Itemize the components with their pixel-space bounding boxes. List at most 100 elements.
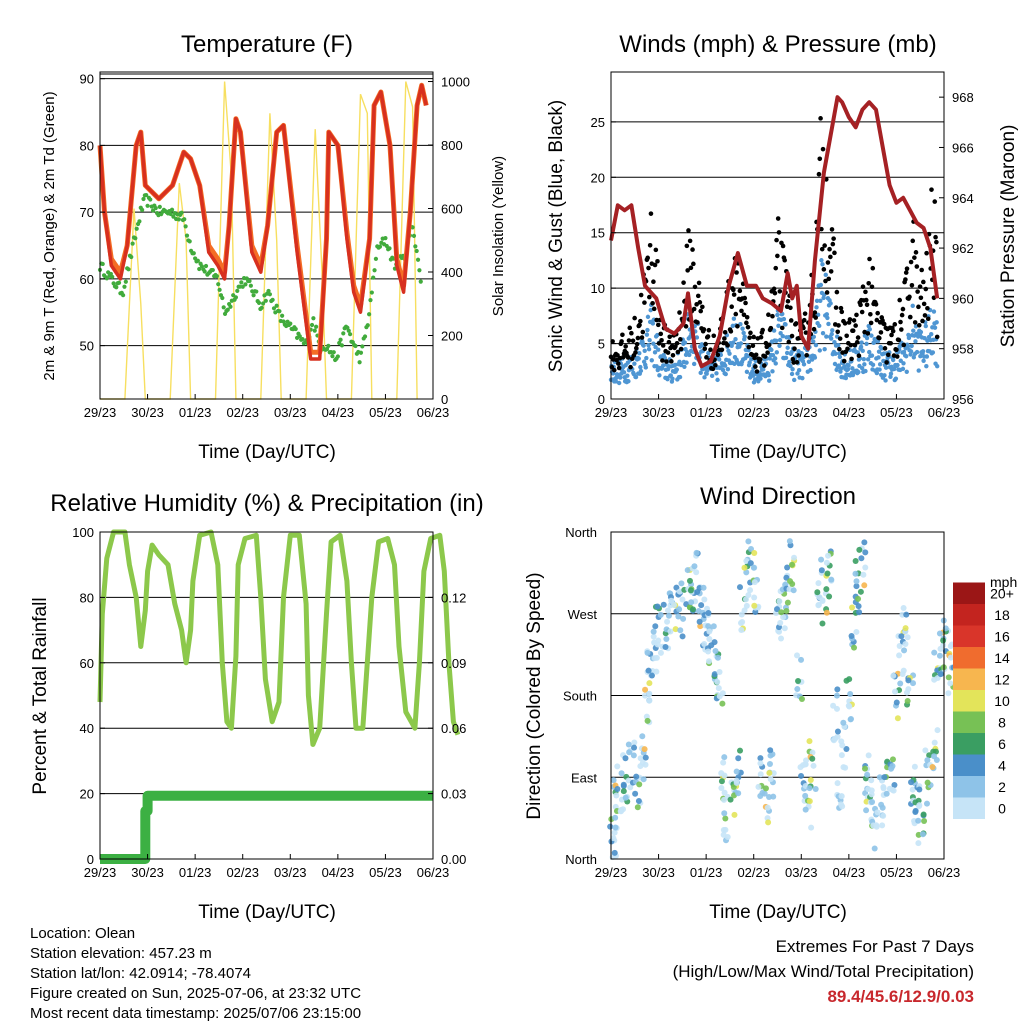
wind-marker [874, 370, 880, 376]
gust-marker [696, 280, 702, 286]
wind-marker [859, 340, 864, 345]
direction-marker [848, 715, 855, 722]
y-tick-label: South [563, 689, 597, 704]
dewpoint-marker [157, 204, 162, 209]
gust-marker [904, 266, 910, 271]
gust-marker [739, 308, 744, 314]
direction-marker [665, 607, 672, 614]
direction-marker [687, 587, 694, 594]
colorbar-swatch [953, 647, 985, 669]
direction-marker [934, 727, 941, 734]
y-tick-label: 0 [441, 392, 448, 407]
y-tick-label: 20 [80, 787, 94, 802]
gust-marker [782, 257, 788, 263]
direction-marker [904, 697, 911, 704]
gust-marker [658, 331, 664, 337]
direction-marker [853, 578, 860, 585]
direction-marker [743, 596, 750, 603]
direction-marker [809, 755, 816, 762]
direction-marker [881, 774, 888, 781]
x-tick-label: 01/23 [690, 865, 723, 880]
humidity-x-label: Time (Day/UTC) [198, 902, 336, 923]
dewpoint-marker [314, 324, 319, 329]
gust-marker [743, 300, 748, 306]
gust-marker [630, 338, 636, 344]
wind-marker [913, 339, 918, 344]
gust-marker [616, 361, 621, 366]
gust-marker [779, 325, 785, 331]
gust-marker [653, 247, 659, 253]
direction-marker [880, 812, 887, 819]
gust-marker [854, 339, 860, 345]
direction-marker [808, 824, 815, 831]
wind-marker [808, 367, 813, 373]
wind-marker [742, 334, 747, 339]
humidity-x-ticks: 29/23 30/23 01/23 02/23 03/23 04/23 05/23 06/23 [84, 854, 449, 880]
y-tick-label: 70 [80, 205, 94, 220]
direction-marker [823, 586, 830, 593]
direction-x-label: Time (Day/UTC) [709, 902, 847, 923]
wind-marker [845, 366, 851, 372]
gust-marker [847, 317, 853, 322]
gust-marker [820, 146, 826, 152]
gust-marker [684, 243, 690, 249]
direction-marker [865, 752, 872, 759]
direction-marker [646, 697, 653, 704]
direction-marker [720, 831, 727, 838]
direction-marker [920, 811, 927, 818]
direction-marker [798, 656, 805, 663]
wind-marker [800, 375, 805, 381]
wind-marker [864, 341, 869, 346]
winds-x-ticks: 29/23 30/23 01/23 02/23 03/23 04/23 05/23 06/23 [595, 394, 960, 420]
direction-marker [900, 605, 907, 612]
direction-marker [888, 765, 895, 772]
direction-marker [896, 652, 903, 659]
direction-marker [862, 549, 869, 556]
colorbar-title: mph [990, 574, 1017, 590]
direction-marker [849, 604, 856, 611]
wind-marker [747, 360, 752, 365]
wind-marker [870, 362, 876, 368]
colorbar-label: 12 [994, 671, 1010, 687]
direction-marker [936, 630, 943, 637]
direction-marker [714, 654, 721, 661]
wind-marker [877, 367, 882, 372]
direction-marker [903, 611, 910, 618]
winds-y-label-left: Sonic Wind & Gust (Blue, Black) [546, 100, 567, 372]
y-tick-label: 50 [80, 339, 94, 354]
gust-marker [786, 339, 792, 345]
gust-marker [772, 290, 778, 296]
direction-marker [931, 739, 938, 746]
gust-marker [828, 269, 834, 274]
dewpoint-marker [171, 214, 176, 219]
direction-marker [778, 635, 785, 642]
wind-marker [698, 370, 703, 376]
wind-marker [818, 282, 824, 288]
direction-marker [698, 602, 705, 609]
created-text: Figure created on Sun, 2025-07-06, at 23… [30, 985, 362, 1002]
wind-marker [774, 350, 780, 355]
direction-marker [693, 569, 700, 576]
direction-marker [937, 645, 944, 652]
gust-marker [844, 333, 849, 339]
dewpoint-marker [216, 282, 221, 287]
direction-marker [783, 608, 790, 615]
direction-marker [790, 587, 797, 594]
direction-marker [721, 754, 728, 761]
direction-marker [945, 674, 952, 681]
direction-marker [900, 667, 907, 674]
y-tick-label: 0.09 [441, 656, 466, 671]
wind-marker [645, 327, 650, 333]
dewpoint-marker [261, 301, 266, 306]
gust-marker [646, 265, 651, 271]
wind-marker [883, 378, 888, 383]
dewpoint-marker [220, 295, 225, 301]
dewpoint-marker [414, 248, 419, 254]
wind-marker [826, 321, 831, 327]
direction-marker [868, 787, 875, 794]
gust-marker [659, 338, 664, 343]
dewpoint-marker [233, 295, 239, 300]
gust-marker [704, 355, 709, 360]
humidity-panel: Relative Humidity (%) & Precipitation (i… [30, 490, 484, 923]
direction-marker [652, 623, 659, 630]
